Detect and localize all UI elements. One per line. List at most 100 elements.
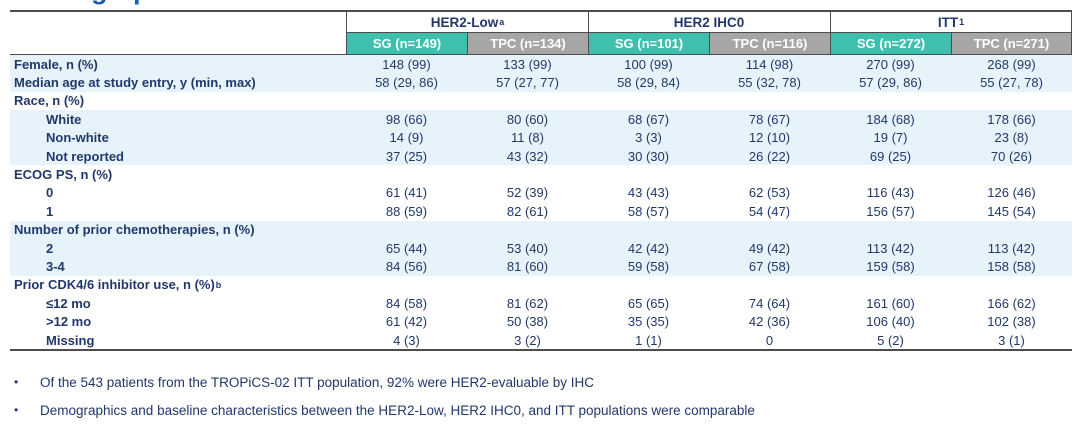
bullet-item: • Of the 543 patients from the TROPiCS-0… bbox=[14, 374, 1064, 391]
page-title-text: Demographics bbox=[16, 0, 204, 6]
arm-header-tpc-itt: TPC (n=271) bbox=[951, 33, 1072, 54]
cell-value: 42 (42) bbox=[627, 240, 670, 256]
bullet-text: Demographics and baseline characteristic… bbox=[40, 403, 755, 418]
table-row: ≤12 mo 84 (58) 81 (62) 65 (65) 74 (64) 161 (6… bbox=[10, 294, 1072, 313]
cell-value: 43 (32) bbox=[506, 148, 549, 164]
row-label: Non-white bbox=[46, 130, 109, 146]
table-row: Not reported 37 (25) 43 (32) 30 (30) 26 (22)… bbox=[10, 146, 1072, 166]
cell-value: 145 (54) bbox=[987, 203, 1036, 219]
page-title: Demographics bbox=[16, 0, 436, 8]
cell-value: 126 (46) bbox=[987, 185, 1036, 201]
cell-value: 43 (43) bbox=[627, 185, 670, 201]
cell-value: 113 (42) bbox=[987, 240, 1036, 256]
row-label: Race, n (%) bbox=[14, 93, 85, 109]
cell-value: 116 (43) bbox=[866, 185, 915, 201]
cell-value bbox=[709, 165, 830, 183]
table-row: ECOG PS, n (%) bbox=[10, 165, 1072, 184]
cell-value bbox=[467, 221, 588, 239]
cell-value bbox=[467, 276, 588, 294]
cell-value: 74 (64) bbox=[748, 295, 791, 311]
cell-value: 50 (38) bbox=[506, 314, 549, 330]
cell-value: 52 (39) bbox=[506, 185, 549, 201]
cell-value: 81 (60) bbox=[506, 258, 549, 274]
row-label: Not reported bbox=[46, 148, 124, 164]
cell-value: 3 (2) bbox=[514, 332, 541, 348]
bullet-item: • Demographics and baseline characterist… bbox=[14, 402, 1064, 419]
group-header-label: HER2 IHC0 bbox=[673, 14, 745, 30]
row-label: ECOG PS, n (%) bbox=[14, 167, 113, 183]
row-label: 0 bbox=[46, 185, 54, 201]
group-header-label: ITT bbox=[937, 14, 959, 30]
cell-value: 81 (62) bbox=[506, 295, 549, 311]
table-row: 2 65 (44) 53 (40) 42 (42) 49 (42) 113 (42) 113… bbox=[10, 238, 1072, 258]
cell-value: 84 (58) bbox=[385, 295, 428, 311]
bullet-list: • Of the 543 patients from the TROPiCS-0… bbox=[14, 374, 1064, 428]
cell-value: 42 (36) bbox=[748, 314, 791, 330]
cell-value: 55 (32, 78) bbox=[738, 75, 801, 91]
table-arm-header-row: SG (n=149) TPC (n=134) SG (n=101) TPC (n… bbox=[10, 33, 1072, 55]
cell-value: 114 (98) bbox=[745, 56, 794, 72]
table-row: 0 61 (41) 52 (39) 43 (43) 62 (53) 116 (43) 126… bbox=[10, 183, 1072, 203]
cell-value: 65 (44) bbox=[385, 240, 428, 256]
cell-value: 58 (29, 86) bbox=[375, 75, 438, 91]
cell-value: 61 (42) bbox=[385, 314, 428, 330]
cell-value: 159 (58) bbox=[866, 258, 915, 274]
table-group-header-row: HER2-Low a HER2 IHC0 ITT 1 bbox=[10, 12, 1072, 33]
cell-value bbox=[346, 221, 467, 239]
table-row: Female, n (%) 148 (99) 133 (99) 100 (99) 114… bbox=[10, 55, 1072, 74]
bullet-icon: • bbox=[14, 403, 19, 417]
cell-value bbox=[830, 92, 951, 110]
cell-value: 58 (29, 84) bbox=[617, 75, 680, 91]
cell-value: 53 (40) bbox=[506, 240, 549, 256]
cell-value: 3 (1) bbox=[998, 332, 1025, 348]
group-header-her2-ihc0: HER2 IHC0 bbox=[588, 12, 830, 33]
group-header-her2-low: HER2-Low a bbox=[346, 12, 588, 33]
row-label: >12 mo bbox=[46, 314, 92, 330]
table-row: >12 mo 61 (42) 50 (38) 35 (35) 42 (36) 106 (4… bbox=[10, 312, 1072, 331]
row-label: Missing bbox=[46, 332, 95, 348]
row-label: 3-4 bbox=[46, 258, 65, 274]
cell-value bbox=[467, 165, 588, 183]
cell-value: 49 (42) bbox=[748, 240, 791, 256]
cell-value: 166 (62) bbox=[987, 295, 1036, 311]
cell-value bbox=[830, 276, 951, 294]
cell-value: 5 (2) bbox=[877, 332, 904, 348]
cell-value: 268 (99) bbox=[987, 56, 1036, 72]
cell-value: 54 (47) bbox=[748, 203, 791, 219]
row-label: Female, n (%) bbox=[14, 56, 98, 72]
cell-value: 12 (10) bbox=[748, 130, 791, 146]
cell-value: 35 (35) bbox=[627, 314, 670, 330]
cell-value bbox=[588, 165, 709, 183]
cell-value: 106 (40) bbox=[866, 314, 915, 330]
cell-value: 11 (8) bbox=[511, 130, 544, 146]
group-header-label: HER2-Low bbox=[430, 14, 499, 30]
cell-value bbox=[588, 276, 709, 294]
cell-value: 14 (9) bbox=[389, 130, 424, 146]
cell-value: 88 (59) bbox=[385, 203, 428, 219]
cell-value: 67 (58) bbox=[748, 258, 791, 274]
arm-header-sg-ihc0: SG (n=101) bbox=[588, 33, 709, 54]
cell-value: 57 (27, 77) bbox=[496, 75, 559, 91]
table-body: Female, n (%) 148 (99) 133 (99) 100 (99) 114… bbox=[10, 55, 1072, 350]
row-label: Prior CDK4/6 inhibitor use, n (%) b bbox=[14, 277, 222, 293]
cell-value: 82 (61) bbox=[506, 203, 549, 219]
cell-value: 184 (68) bbox=[866, 111, 915, 127]
cell-value: 55 (27, 78) bbox=[980, 75, 1043, 91]
row-label: White bbox=[46, 111, 82, 127]
row-label: 1 bbox=[46, 203, 54, 219]
cell-value bbox=[346, 92, 467, 110]
cell-value bbox=[709, 221, 830, 239]
cell-value: 37 (25) bbox=[385, 148, 428, 164]
cell-value: 58 (57) bbox=[627, 203, 670, 219]
cell-value: 113 (42) bbox=[866, 240, 915, 256]
cell-value: 23 (8) bbox=[994, 130, 1029, 146]
group-header-itt: ITT 1 bbox=[830, 12, 1072, 33]
arm-header-tpc-her2low: TPC (n=134) bbox=[467, 33, 588, 54]
cell-value bbox=[951, 221, 1072, 239]
cell-value: 62 (53) bbox=[748, 185, 791, 201]
row-label: Median age at study entry, y (min, max) bbox=[14, 75, 256, 91]
cell-value bbox=[588, 221, 709, 239]
row-label: 2 bbox=[46, 240, 54, 256]
table-row: Race, n (%) bbox=[10, 91, 1072, 111]
